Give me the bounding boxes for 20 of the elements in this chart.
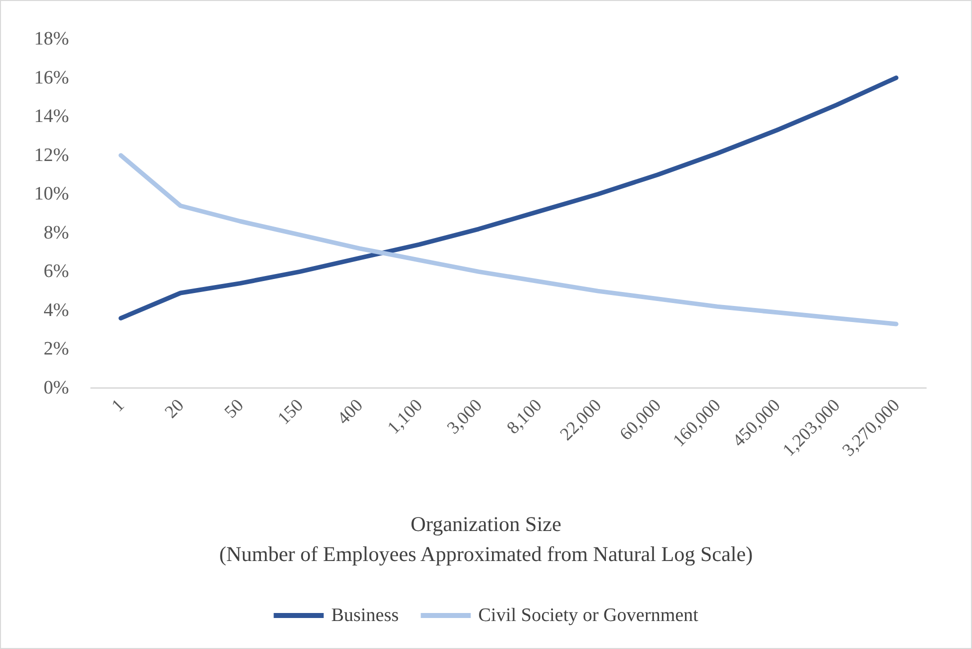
y-tick-label: 10% (34, 184, 70, 205)
legend-label: Civil Society or Government (478, 605, 700, 626)
y-tick-label: 12% (34, 144, 70, 166)
y-tick-label: 18% (34, 28, 70, 50)
y-tick-label: 6% (44, 261, 70, 282)
legend-label: Business (331, 605, 399, 626)
line-series (118, 76, 898, 320)
x-tick-label: 150 (274, 394, 307, 428)
y-tick-label: 16% (34, 67, 70, 88)
x-axis-title: Organization Size (Number of Employees Approximated from Natural Log Scale) (219, 512, 753, 566)
x-tick-label: 50 (220, 394, 248, 422)
x-tick-label: 400 (333, 394, 366, 428)
y-tick-label: 2% (44, 338, 70, 360)
x-tick-label: 1 (107, 394, 128, 416)
y-tick-label: 0% (44, 378, 70, 398)
y-tick-label: 8% (44, 222, 70, 244)
x-tick-label: 20 (160, 394, 188, 422)
y-tick-label: 14% (34, 106, 70, 128)
line-series (118, 153, 898, 326)
y-tick-label: 4% (44, 300, 70, 321)
